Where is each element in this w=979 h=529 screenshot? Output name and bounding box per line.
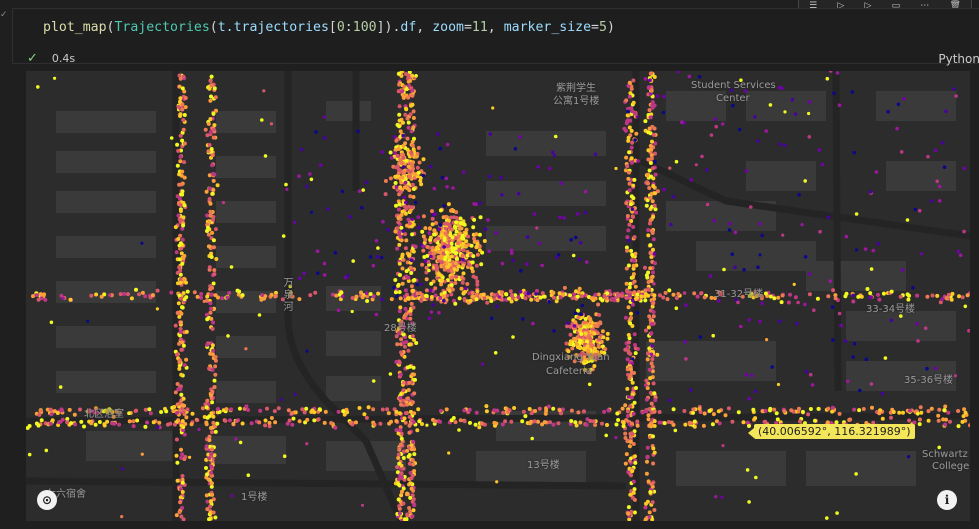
- map-label: College: [932, 461, 970, 472]
- map-label: 1号楼: [241, 492, 268, 503]
- map-label: 公寓1号楼: [553, 96, 600, 107]
- execute-below-icon[interactable]: ▷: [864, 1, 872, 11]
- code-editor[interactable]: plot_map(Trajectories(t.trajectories[0:1…: [43, 20, 615, 35]
- map-label: 七六宿舍: [46, 489, 86, 500]
- delete-icon[interactable]: 🗑: [949, 1, 961, 11]
- language-indicator[interactable]: Python: [938, 52, 979, 66]
- map-label: 31-32号楼: [714, 289, 764, 300]
- trajectory-map[interactable]: 紫荆学生公寓1号楼 Student Services Center 31-32号楼 33…: [26, 71, 970, 521]
- map-label: Dingxiang Yuan: [532, 352, 610, 363]
- stop-icon[interactable]: ▭: [891, 1, 901, 11]
- map-label: 33-34号楼: [866, 304, 916, 315]
- info-icon[interactable]: i: [937, 490, 957, 510]
- map-label: 紫荆学生: [556, 83, 596, 94]
- map-label: Center: [716, 93, 750, 104]
- execution-time: 0.4s: [51, 52, 76, 65]
- map-label: 35-36号楼: [904, 375, 954, 386]
- map-label: 13号楼: [527, 460, 560, 471]
- map-canvas[interactable]: [26, 71, 970, 521]
- cell-collapse-icon[interactable]: ✓: [0, 10, 8, 20]
- map-label: 28号楼: [384, 323, 417, 334]
- code-df: df: [400, 20, 417, 35]
- road-label: 万泉河: [281, 277, 292, 313]
- code-marker-kw: marker_size: [503, 20, 592, 35]
- execution-status: ✓ 0.4s: [27, 51, 75, 66]
- code-zoom-val: 11: [471, 20, 488, 35]
- code-slice-end: 100: [352, 20, 377, 35]
- split-cell-icon[interactable]: ☰: [809, 1, 818, 11]
- code-marker-val: 5: [598, 20, 607, 35]
- code-fn: plot_map: [43, 20, 107, 35]
- search-zoom-icon[interactable]: ⊙: [37, 490, 57, 510]
- map-buildings: [56, 91, 956, 486]
- code-arg-var: t: [217, 20, 226, 35]
- success-check-icon: ✓: [27, 51, 38, 66]
- hover-tooltip: (40.006592°, 116.321989°): [748, 424, 915, 439]
- map-label: Schwartz: [922, 449, 968, 460]
- code-arg-attr: .trajectories: [225, 20, 329, 35]
- map-label: Cafeteria: [546, 366, 592, 377]
- execute-above-icon[interactable]: ▷: [837, 1, 845, 11]
- code-cell[interactable]: plot_map(Trajectories(t.trajectories[0:1…: [12, 8, 979, 66]
- map-label: 北区浴室: [84, 409, 124, 420]
- code-slice-start: 0: [336, 20, 345, 35]
- code-class: Trajectories: [114, 20, 210, 35]
- code-zoom-kw: zoom: [432, 20, 464, 35]
- map-label: Student Services: [691, 80, 776, 91]
- more-icon[interactable]: ⋯: [920, 1, 930, 11]
